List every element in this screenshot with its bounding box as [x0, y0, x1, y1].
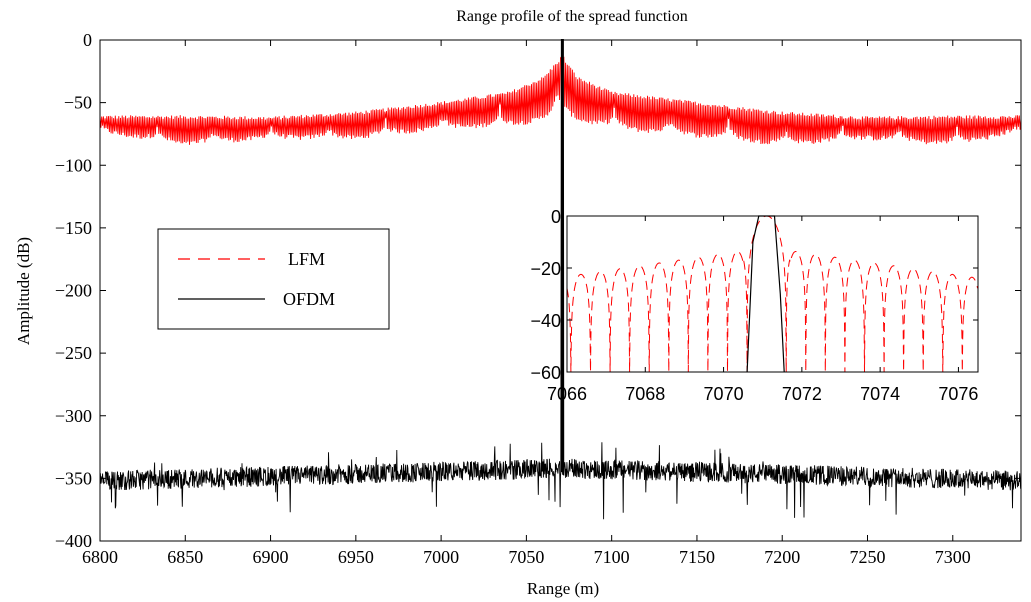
inset-y-tick-label: −40	[530, 311, 561, 331]
lfm-series-line	[99, 56, 1022, 145]
ofdm-series-line	[99, 442, 1022, 520]
y-tick-label: −300	[55, 406, 92, 426]
main-plot-area: 6800 6850 6900 6950 7000 7050 7100 7150 7200 7250…	[55, 30, 1022, 567]
inset-y-tick-label: −20	[530, 259, 561, 279]
ofdm-peak-line	[560, 39, 565, 473]
legend: LFM OFDM	[157, 228, 390, 330]
x-tick-label: 7300	[935, 547, 971, 567]
x-tick-label: 6800	[82, 547, 118, 567]
inset-x-tick-label: 7068	[625, 384, 665, 404]
x-tick-label: 7200	[764, 547, 800, 567]
inset-axes-frame	[566, 215, 979, 373]
inset-lfm-line	[566, 215, 979, 373]
legend-ofdm-label: OFDM	[283, 289, 335, 309]
x-tick-label: 7050	[508, 547, 544, 567]
inset-x-tick-label: 7066	[547, 384, 587, 404]
y-tick-label: −400	[55, 531, 92, 551]
x-tick-label: 7250	[850, 547, 886, 567]
chart-title: Range profile of the spread function	[456, 8, 687, 25]
y-tick-label: −250	[55, 343, 92, 363]
inset-background	[567, 216, 978, 372]
inset-x-tick-label: 7074	[860, 384, 900, 404]
inset-x-tick-label: 7076	[938, 384, 978, 404]
y-tick-label: 0	[83, 30, 92, 50]
y-tick-label: −200	[55, 281, 92, 301]
inset-y-tick-label: −60	[530, 363, 561, 383]
inset-y-tick-label: 0	[551, 207, 561, 227]
y-tick-label: −100	[55, 155, 92, 175]
x-axis-title: Range (m)	[527, 579, 599, 598]
x-tick-label: 7100	[594, 547, 630, 567]
x-tick-label: 7000	[423, 547, 459, 567]
y-axis-title: Amplitude (dB)	[14, 237, 33, 345]
inset-x-tick-label: 7070	[704, 384, 744, 404]
x-tick-label: 6900	[253, 547, 289, 567]
x-tick-label: 6850	[167, 547, 203, 567]
legend-lfm-label: LFM	[288, 249, 325, 269]
x-tick-label: 6950	[338, 547, 374, 567]
y-tick-label: −150	[55, 218, 92, 238]
inset-plot-area: 7066 7068 7070 7072 7074 7076 0 −20 −40 −60	[530, 207, 979, 404]
y-tick-label: −350	[55, 468, 92, 488]
x-tick-label: 7150	[679, 547, 715, 567]
y-tick-label: −50	[64, 93, 92, 113]
legend-box	[157, 228, 390, 330]
inset-x-tick-label: 7072	[782, 384, 822, 404]
